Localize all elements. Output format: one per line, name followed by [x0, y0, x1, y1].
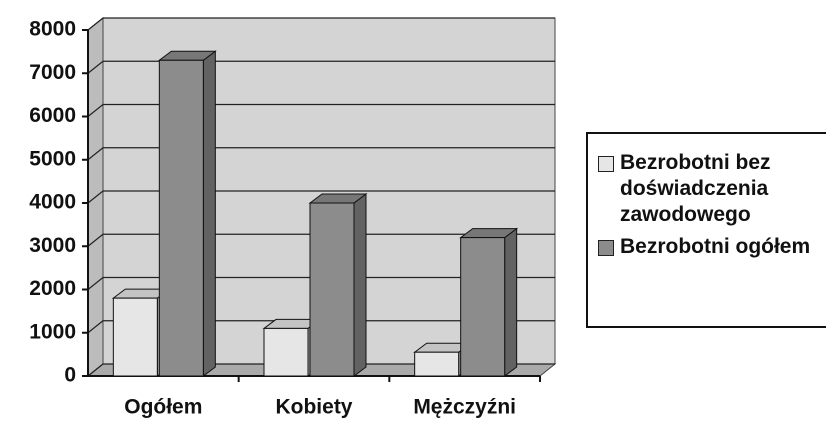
grid-line [87, 276, 555, 290]
legend-swatch [598, 240, 614, 256]
grid-line [87, 233, 555, 247]
y-tick-label: 8000 [29, 18, 76, 41]
bar [158, 59, 204, 377]
grid-line [87, 147, 555, 161]
legend-swatch [598, 156, 614, 172]
x-tick-label: Kobiety [275, 396, 352, 419]
y-tick-label: 4000 [29, 191, 76, 214]
legend-label: Bezrobotni bez doświadczenia zawodowego [620, 151, 771, 226]
grid-line [87, 190, 555, 204]
bar [263, 327, 309, 377]
legend: Bezrobotni bez doświadczenia zawodowego B… [586, 132, 826, 328]
legend-item: Bezrobotni bez doświadczenia zawodowego [598, 150, 826, 228]
grid-line [87, 60, 555, 74]
y-tick-label: 6000 [29, 104, 76, 127]
y-tick-label: 2000 [29, 277, 76, 300]
bar-side [353, 193, 367, 377]
legend-item: Bezrobotni ogółem [598, 234, 826, 260]
bar-side [202, 50, 216, 377]
y-tick-label: 3000 [29, 234, 76, 257]
y-tick-label: 0 [64, 364, 76, 387]
y-tick-label: 7000 [29, 61, 76, 84]
x-tick-label: Ogółem [124, 396, 202, 419]
bar [112, 297, 158, 377]
grid-line [87, 17, 555, 31]
y-tick-label: 5000 [29, 147, 76, 170]
bar [309, 202, 355, 377]
x-tick-label: Mężczyźni [413, 396, 516, 419]
bar [460, 237, 506, 377]
grid-line [87, 363, 555, 377]
y-tick-label: 1000 [29, 320, 76, 343]
legend-label: Bezrobotni ogółem [620, 235, 811, 258]
bar [414, 351, 460, 377]
grid-line [87, 103, 555, 117]
grid-line [87, 320, 555, 334]
bar-side [504, 227, 518, 377]
